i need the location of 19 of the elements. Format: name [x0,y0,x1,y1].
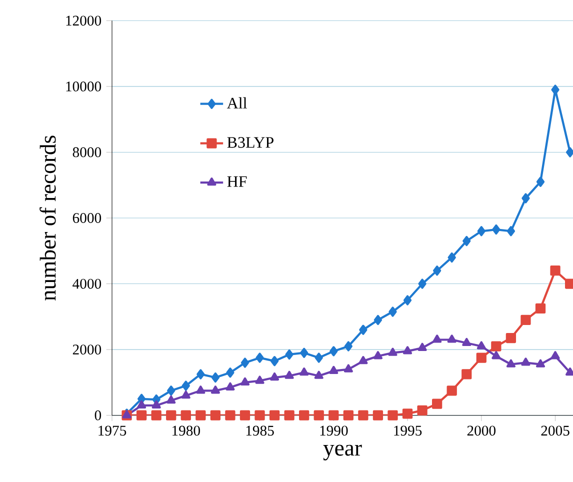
y-tick-label: 0 [94,410,102,420]
legend-label: HF [227,176,247,187]
y-tick-label: 10000 [66,82,102,92]
x-tick-label: 1990 [320,426,348,436]
y-tick-label: 2000 [72,344,102,355]
x-tick-label: 1975 [98,426,126,436]
y-axis-title: number of records [40,136,56,301]
y-tick-label: 6000 [72,213,102,223]
legend-label: All [226,97,247,108]
y-tick-label: 8000 [72,147,102,158]
y-tick-label: 4000 [72,278,102,289]
x-tick-label: 2000 [467,426,496,436]
legend-label: B3LYP [227,137,274,148]
x-tick-label: 2005 [541,426,570,436]
x-axis-title: year [323,444,362,460]
x-tick-label: 1995 [394,426,422,436]
x-tick-label: 1985 [246,426,274,436]
y-tick-label: 12000 [66,16,102,26]
x-tick-label: 1980 [172,426,200,436]
